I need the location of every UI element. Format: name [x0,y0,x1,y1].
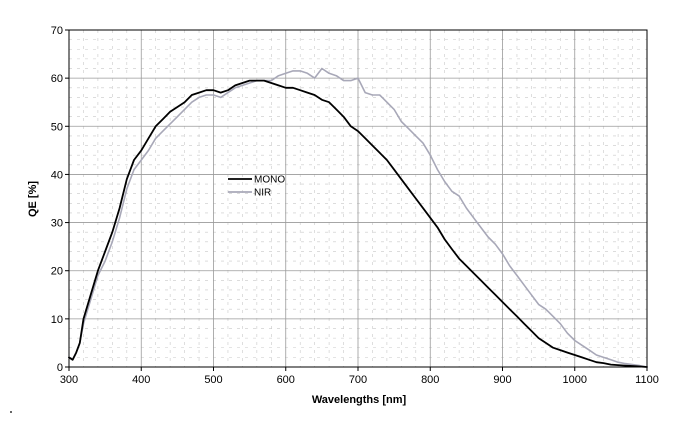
series-layer [68,67,648,368]
x-axis-title: Wavelengths [nm] [312,394,407,406]
y-tick-label: 30 [51,218,63,230]
x-tick-label: 1000 [563,374,587,386]
legend-label-nir: NIR [254,188,271,199]
y-axis-ticks: 0 10 20 30 40 50 60 70 [51,25,69,374]
x-tick-label: 500 [204,374,222,386]
x-tick-label: 700 [349,374,367,386]
series-line-mono [68,79,648,368]
y-tick-label: 10 [51,314,63,326]
legend-label-mono: MONO [254,175,285,186]
y-tick-label: 60 [51,73,63,85]
x-tick-label: 800 [421,374,439,386]
y-tick-label: 50 [51,121,63,133]
x-tick-label: 1100 [635,374,659,386]
legend: MONO NIR [228,175,285,199]
y-axis-title: QE [%] [27,181,39,217]
y-tick-label: 40 [51,169,63,181]
x-tick-label: 900 [493,374,511,386]
series-line-nir [68,67,648,368]
stray-dot [10,411,12,413]
y-tick-label: 70 [51,25,63,37]
x-tick-label: 400 [132,374,150,386]
x-tick-label: 600 [277,374,295,386]
y-tick-label: 20 [51,266,63,278]
x-axis-ticks: 300 400 500 600 700 800 900 1000 1100 [60,367,659,386]
y-tick-label: 0 [57,362,63,374]
x-tick-label: 300 [60,374,78,386]
